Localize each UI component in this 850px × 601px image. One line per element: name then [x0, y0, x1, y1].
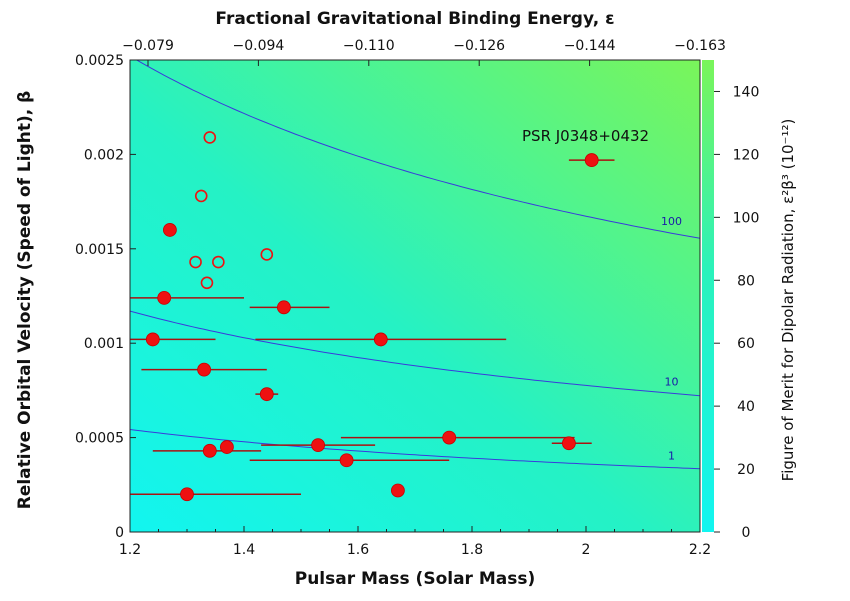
right-tick-label: 120	[733, 147, 760, 163]
open-point-1	[194, 189, 208, 203]
contour-label-100: 100	[661, 215, 682, 228]
top-tick-label: −0.126	[453, 38, 505, 54]
x-tick-label: 1.6	[347, 542, 369, 558]
pulsar-point-11	[219, 440, 234, 454]
axis-ticks	[129, 59, 720, 533]
open-point-5	[260, 248, 274, 261]
y-tick-label: 0.0025	[75, 53, 124, 69]
right-tick-label: 0	[742, 525, 751, 541]
pulsar-point-13	[339, 453, 354, 468]
pulsar-point-14	[180, 487, 194, 502]
pulsar-point-3	[276, 300, 291, 315]
y-tick-label: 0.001	[84, 336, 124, 352]
x-axis-label: Pulsar Mass (Solar Mass)	[295, 569, 536, 589]
right-tick-label: 20	[737, 462, 755, 478]
pulsar-point-15	[390, 483, 405, 498]
top-tick-label: −0.163	[674, 38, 726, 54]
pulsar-point-9	[562, 436, 576, 451]
open-point-3	[212, 255, 225, 269]
right-axis-label: Figure of Merit for Dipolar Radiation, ε…	[779, 119, 797, 482]
top-tick-label: −0.144	[564, 38, 616, 54]
contour-line-10	[130, 310, 700, 397]
pulsar-point-7	[259, 387, 274, 402]
contour-line-100	[135, 60, 700, 239]
x-tick-label: 1.8	[461, 542, 483, 558]
contour-line-1	[130, 429, 700, 470]
pulsar-point-8	[442, 430, 457, 445]
colorbar	[702, 60, 714, 532]
pulsar-point-5	[373, 332, 388, 347]
top-tick-label: −0.110	[343, 38, 395, 54]
psr-annotation: PSR J0348+0432	[522, 127, 649, 145]
top-tick-label: −0.079	[122, 38, 174, 54]
pulsar-point-1	[162, 223, 177, 237]
x-tick-label: 2.2	[689, 542, 711, 558]
y-tick-label: 0	[115, 525, 124, 541]
pulsar-point-2	[157, 290, 172, 305]
x-tick-label: 2	[582, 542, 591, 558]
open-point-2	[189, 255, 202, 269]
y-axis-label: Relative Orbital Velocity (Speed of Ligh…	[15, 91, 35, 510]
pulsar-point-4	[145, 332, 160, 347]
contour-label-10: 10	[665, 375, 679, 388]
right-tick-label: 100	[733, 210, 760, 226]
y-tick-label: 0.0015	[75, 242, 124, 258]
open-point-4	[200, 276, 214, 290]
right-tick-label: 60	[737, 336, 755, 352]
y-tick-label: 0.002	[84, 147, 124, 163]
contour-label-1: 1	[668, 450, 675, 463]
top-tick-label: −0.094	[232, 38, 284, 54]
x-tick-label: 1.2	[119, 542, 141, 558]
y-tick-label: 0.0005	[75, 431, 124, 447]
pulsar-point-0	[584, 153, 599, 167]
pulsar-point-10	[311, 438, 326, 453]
open-point-0	[203, 131, 217, 144]
right-tick-label: 140	[733, 84, 760, 100]
top-axis-label: Fractional Gravitational Binding Energy,…	[215, 9, 614, 29]
right-tick-label: 80	[737, 273, 755, 289]
x-tick-label: 1.4	[233, 542, 255, 558]
pulsar-point-6	[197, 362, 212, 377]
data-points	[145, 131, 599, 502]
right-tick-label: 40	[737, 399, 755, 415]
contour-lines	[130, 60, 700, 470]
pulsar-point-12	[202, 443, 217, 458]
